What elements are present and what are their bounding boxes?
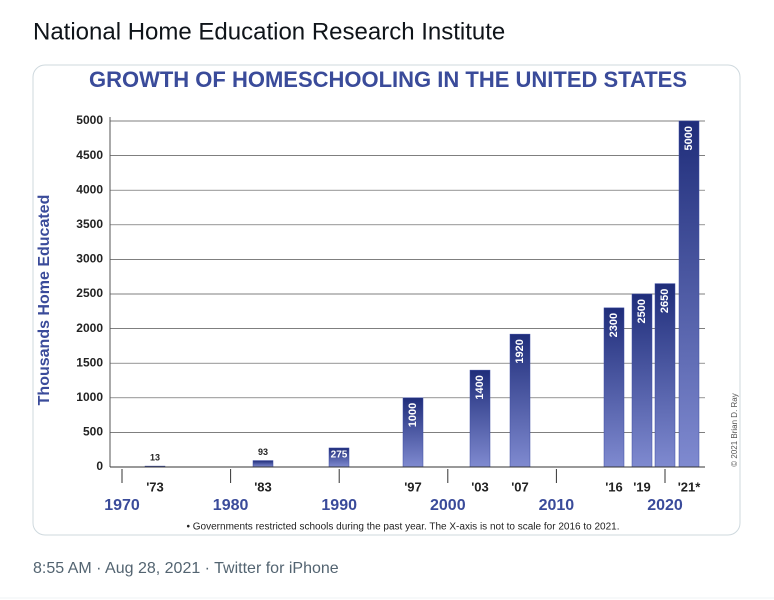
y-tick-label: 4500 [76, 148, 103, 162]
value-label: 1920 [514, 339, 526, 363]
y-tick-label: 500 [83, 425, 103, 439]
category-label: '16 [605, 479, 623, 494]
x-tick-label: 2010 [539, 497, 575, 514]
chart-title: GROWTH OF HOMESCHOOLING IN THE UNITED ST… [89, 67, 687, 92]
y-tick-label: 1500 [76, 355, 103, 369]
category-label: '21* [678, 479, 702, 494]
author[interactable]: National Home Education Research Institu… [33, 18, 505, 45]
y-tick-label: 0 [96, 459, 103, 473]
x-tick-label: 1970 [104, 497, 140, 514]
y-tick-label: 2500 [76, 286, 103, 300]
value-label: 2650 [659, 289, 671, 313]
x-tick-label: 1980 [213, 497, 249, 514]
chart-frame [32, 64, 741, 536]
value-label: 2500 [636, 299, 648, 323]
x-tick-label: 1990 [321, 497, 357, 514]
bar [678, 120, 700, 468]
category-label: '83 [254, 479, 272, 494]
y-axis-label: Thousands Home Educated [36, 195, 53, 406]
value-label: 1000 [407, 403, 419, 427]
credit: © 2021 Brian D. Ray [730, 393, 739, 466]
value-label: 5000 [683, 126, 695, 150]
timestamp[interactable]: 8:55 AM · Aug 28, 2021 · Twitter for iPh… [33, 560, 339, 577]
y-tick-label: 3500 [76, 217, 103, 231]
x-tick-label: 2020 [647, 497, 683, 514]
bar [252, 460, 274, 468]
y-tick-label: 4000 [76, 182, 103, 196]
value-label: 275 [331, 450, 348, 461]
x-tick-label: 2000 [430, 497, 466, 514]
y-tick-label: 2000 [76, 321, 103, 335]
y-tick-label: 3000 [76, 252, 103, 266]
category-label: '03 [471, 479, 489, 494]
value-label: 1400 [474, 375, 486, 399]
category-label: '97 [404, 479, 422, 494]
value-label: 93 [258, 447, 268, 457]
category-label: '19 [633, 479, 651, 494]
y-tick-label: 5000 [76, 113, 103, 127]
category-label: '07 [511, 479, 529, 494]
value-label: 13 [150, 452, 160, 462]
footnote: • Governments restricted schools during … [187, 522, 620, 533]
category-label: '73 [146, 479, 164, 494]
value-label: 2300 [608, 313, 620, 337]
y-tick-label: 1000 [76, 390, 103, 404]
